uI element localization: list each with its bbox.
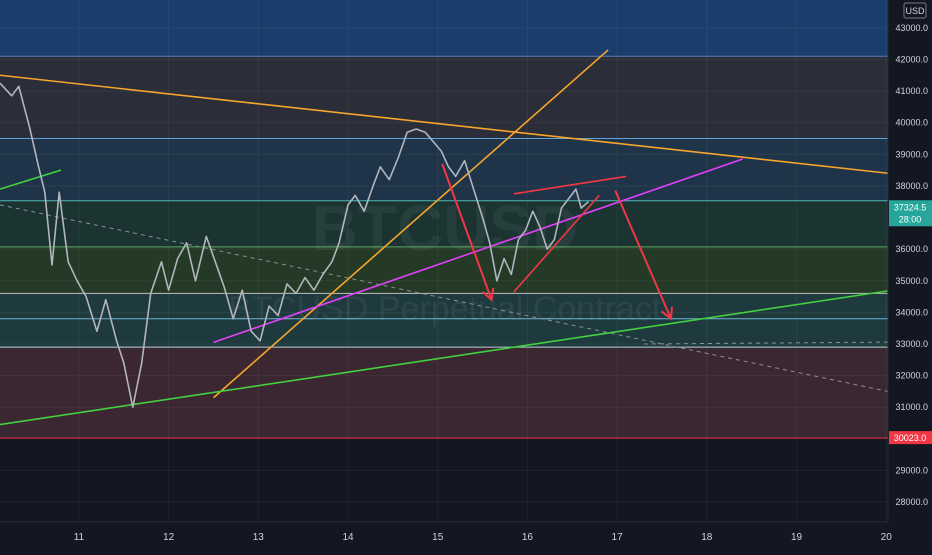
- currency-badge[interactable]: USD: [903, 2, 927, 19]
- currency-badge-box: [903, 2, 927, 19]
- y-tick-label: 33000.0: [895, 339, 928, 349]
- x-tick-label: 13: [253, 532, 265, 543]
- y-tick-label: 36000.0: [895, 244, 928, 254]
- x-tick-label: 20: [881, 532, 893, 543]
- price-zone: [0, 56, 888, 139]
- arrow-head: [481, 287, 495, 302]
- y-tick-label: 40000.0: [895, 118, 928, 128]
- trend-line[interactable]: [513, 175, 627, 195]
- trend-line[interactable]: [212, 49, 609, 399]
- x-tick-label: 19: [791, 532, 803, 543]
- y-tick-label: 28000.0: [895, 497, 928, 507]
- y-tick-label: 34000.0: [895, 307, 928, 317]
- arrow-shaft[interactable]: [614, 190, 672, 320]
- time-axis-background: [0, 522, 932, 550]
- y-tick-label: 41000.0: [895, 86, 928, 96]
- y-tick-label: 32000.0: [895, 371, 928, 381]
- price-badge-value: 30023.0: [894, 433, 927, 443]
- currency-badge-label: USD: [905, 6, 925, 16]
- price-zone: [0, 200, 888, 247]
- price-zone: [0, 0, 888, 57]
- trend-line[interactable]: [213, 158, 743, 344]
- price-zone: [0, 246, 888, 294]
- y-tick-label: 29000.0: [895, 465, 928, 475]
- subtitle-watermark: BTCUSD Perpetual Contract: [229, 290, 662, 328]
- price-badge[interactable]: [889, 431, 932, 445]
- y-tick-label: 39000.0: [895, 149, 928, 159]
- price-badge-countdown: 28:00: [899, 214, 922, 224]
- time-axis[interactable]: 11 12 13 14 15 16 17 18 19 20: [74, 532, 892, 543]
- trend-line[interactable]: [0, 290, 888, 426]
- y-tick-label: 38000.0: [895, 181, 928, 191]
- trend-line[interactable]: [513, 194, 600, 293]
- price-axis-background: [888, 0, 932, 550]
- x-tick-label: 15: [432, 532, 444, 543]
- x-tick-label: 11: [74, 532, 85, 543]
- x-tick-label: 16: [522, 532, 534, 543]
- y-tick-label: 42000.0: [895, 54, 928, 64]
- x-tick-label: 14: [342, 532, 354, 543]
- price-axis[interactable]: 43000.0 42000.0 41000.0 40000.0 39000.0 38000…: [895, 23, 928, 507]
- x-tick-label: 17: [612, 532, 624, 543]
- price-series-line: [0, 82, 589, 409]
- y-tick-label: 43000.0: [895, 23, 928, 33]
- trend-line[interactable]: [0, 74, 888, 175]
- price-badge[interactable]: [889, 200, 932, 227]
- x-tick-label: 12: [163, 532, 175, 543]
- x-tick-label: 18: [701, 532, 713, 543]
- trend-line[interactable]: [644, 341, 888, 345]
- symbol-watermark: BTCUSD: [312, 192, 579, 264]
- arrow-shaft[interactable]: [441, 163, 493, 301]
- arrow-head: [660, 306, 674, 321]
- y-tick-label: 31000.0: [895, 402, 928, 412]
- trend-line[interactable]: [0, 169, 62, 190]
- price-badge-value: 37324.5: [894, 202, 927, 212]
- y-tick-label: 35000.0: [895, 276, 928, 286]
- price-zone: [0, 347, 888, 439]
